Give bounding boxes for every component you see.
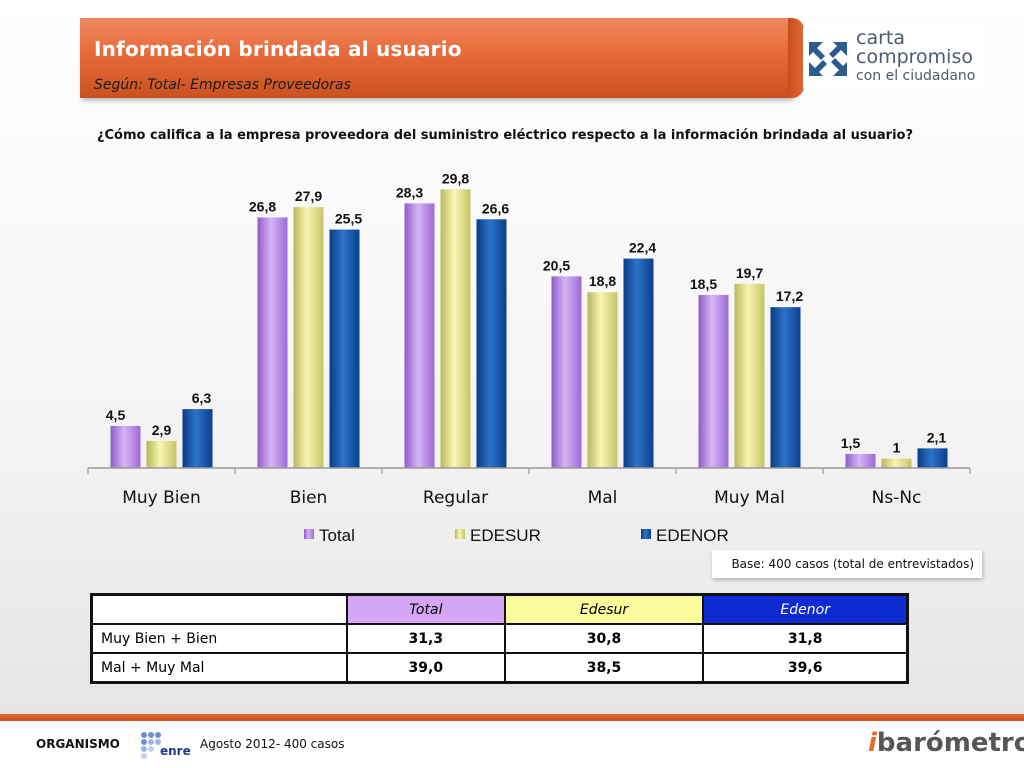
bar-total-mal (551, 276, 582, 468)
data-label: 18,5 (690, 276, 717, 292)
data-label: 18,8 (589, 273, 616, 289)
data-label: 29,8 (442, 170, 469, 186)
data-label: 19,7 (736, 265, 763, 281)
table-header-total: Total (346, 593, 506, 625)
bar-edesur-regular (440, 189, 471, 468)
bar-edesur-muy-bien (146, 440, 177, 468)
bar-edesur-ns-nc (881, 458, 912, 468)
carta-compromiso-wordmark: carta compromiso con el ciudadano (856, 27, 976, 85)
table-header-empty (90, 593, 348, 625)
legend-label-total: Total (319, 526, 355, 545)
category-label: Ns-Nc (872, 488, 922, 508)
table-row: Mal + Muy Mal 39,0 38,5 39,6 (90, 652, 909, 684)
category-label: Muy Mal (714, 488, 785, 508)
base-note-box: Base: 400 casos (total de entrevistados) (712, 550, 982, 578)
base-note: Base: 400 casos (total de entrevistados) (731, 557, 974, 571)
bar-edenor-muy-mal (770, 307, 801, 468)
legend-swatch-edenor (641, 529, 651, 539)
data-label: 6,3 (192, 390, 212, 406)
category-label: Mal (588, 488, 618, 508)
table-header-edesur: Edesur (503, 593, 705, 625)
category-label: Muy Bien (122, 488, 201, 508)
data-label: 26,8 (249, 198, 276, 214)
footer-divider (0, 714, 1024, 721)
carta-compromiso-icon (805, 36, 851, 82)
barometro-wordmark: barómetro (876, 728, 1024, 758)
cell-edesur: 30,8 (503, 623, 705, 654)
row-label: Muy Bien + Bien (90, 623, 348, 654)
data-label: 4,5 (106, 407, 126, 423)
organismo-label: ORGANISMO (36, 737, 120, 751)
enre-logo-text: enre (160, 744, 191, 758)
cell-edenor: 39,6 (702, 652, 909, 684)
data-label: 27,9 (295, 188, 322, 204)
table-header-row: Total Edesur Edenor (90, 593, 909, 625)
data-label: 2,1 (927, 429, 947, 445)
bar-edenor-mal (623, 258, 654, 468)
legend-swatch-total (304, 529, 314, 539)
legend-label-edenor: EDENOR (656, 526, 729, 545)
cell-total: 31,3 (346, 623, 506, 654)
table-row: Muy Bien + Bien 31,3 30,8 31,8 (90, 623, 909, 654)
row-label: Mal + Muy Mal (90, 652, 348, 684)
data-label: 20,5 (543, 257, 570, 273)
bar-edesur-bien (293, 207, 324, 468)
survey-question: ¿Cómo califica a la empresa proveedora d… (96, 128, 914, 143)
data-label: 2,9 (152, 422, 172, 438)
legend-label-edesur: EDESUR (470, 526, 541, 545)
bar-total-muy-bien (110, 425, 141, 468)
cell-total: 39,0 (346, 652, 506, 684)
carta-compromiso-logo (803, 28, 981, 88)
cell-edesur: 38,5 (503, 652, 705, 684)
bar-edesur-muy-mal (734, 283, 765, 468)
enre-logo-icon (141, 732, 161, 759)
bar-edesur-mal (587, 292, 618, 468)
bar-total-muy-mal (698, 295, 729, 468)
category-label: Regular (423, 488, 488, 508)
bar-total-bien (257, 217, 288, 468)
page-subtitle: Según: Total- Empresas Proveedoras (94, 77, 351, 93)
bar-edenor-muy-bien (182, 409, 213, 468)
page-title: Información brindada al usuario (94, 37, 462, 61)
data-label: 28,3 (396, 184, 423, 200)
data-label: 1,5 (841, 435, 861, 451)
title-banner (80, 18, 804, 98)
legend-swatch-edesur (455, 529, 465, 539)
summary-table: Total Edesur Edenor Muy Bien + Bien 31,3… (90, 593, 909, 684)
footer (0, 721, 1024, 768)
barometro-logo: ibarómetro (868, 728, 1024, 758)
bar-edenor-regular (476, 219, 507, 468)
bar-total-ns-nc (845, 453, 876, 468)
data-label: 22,4 (629, 240, 656, 256)
bar-total-regular (404, 203, 435, 468)
category-label: Bien (290, 488, 328, 508)
data-label: 17,2 (776, 288, 803, 304)
cell-edenor: 31,8 (702, 623, 909, 654)
barometro-i: i (868, 728, 877, 758)
bar-edenor-bien (329, 229, 360, 468)
data-label: 26,6 (482, 200, 509, 216)
data-label: 1 (893, 440, 901, 456)
data-label: 25,5 (335, 211, 362, 227)
bar-edenor-ns-nc (917, 448, 948, 468)
table-header-edenor: Edenor (702, 593, 909, 625)
footer-date: Agosto 2012- 400 casos (200, 737, 345, 751)
bar-chart: 4,5 2,9 6,3 26,8 27,9 25,5 28,3 29,8 26,6 20,5 18,… (87, 170, 971, 545)
